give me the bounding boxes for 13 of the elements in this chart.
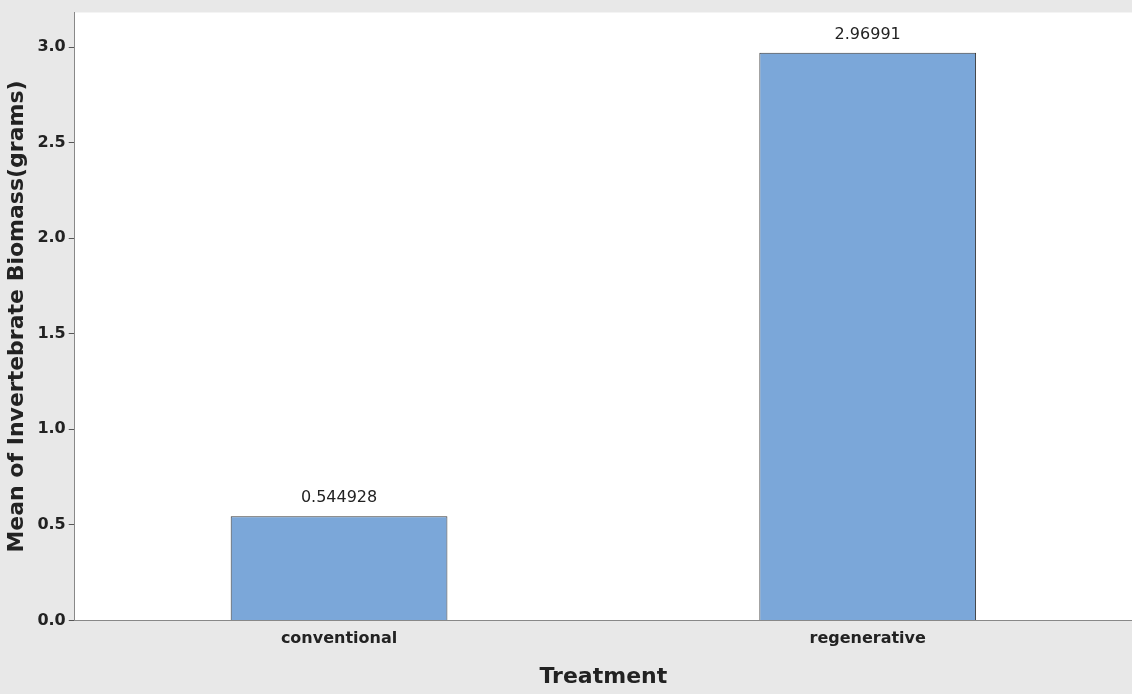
y-tick-label: 0.0 — [37, 609, 66, 629]
x-tick-label: regenerative — [809, 628, 927, 648]
data-label: 2.96991 — [834, 23, 901, 43]
y-tick-label: 1.0 — [37, 418, 66, 438]
y-tick-label: 0.5 — [37, 513, 66, 533]
data-label: 0.544928 — [300, 487, 378, 507]
y-axis-title: Mean of Invertebrate Biomass(grams) — [2, 80, 28, 553]
y-tick-label: 3.0 — [37, 36, 66, 56]
x-tick-label: conventional — [280, 628, 398, 648]
x-axis-title: Treatment — [539, 662, 668, 688]
y-tick-label: 2.5 — [37, 131, 66, 151]
y-tick-label: 1.5 — [37, 322, 66, 342]
y-tick-label: 2.0 — [37, 227, 66, 247]
